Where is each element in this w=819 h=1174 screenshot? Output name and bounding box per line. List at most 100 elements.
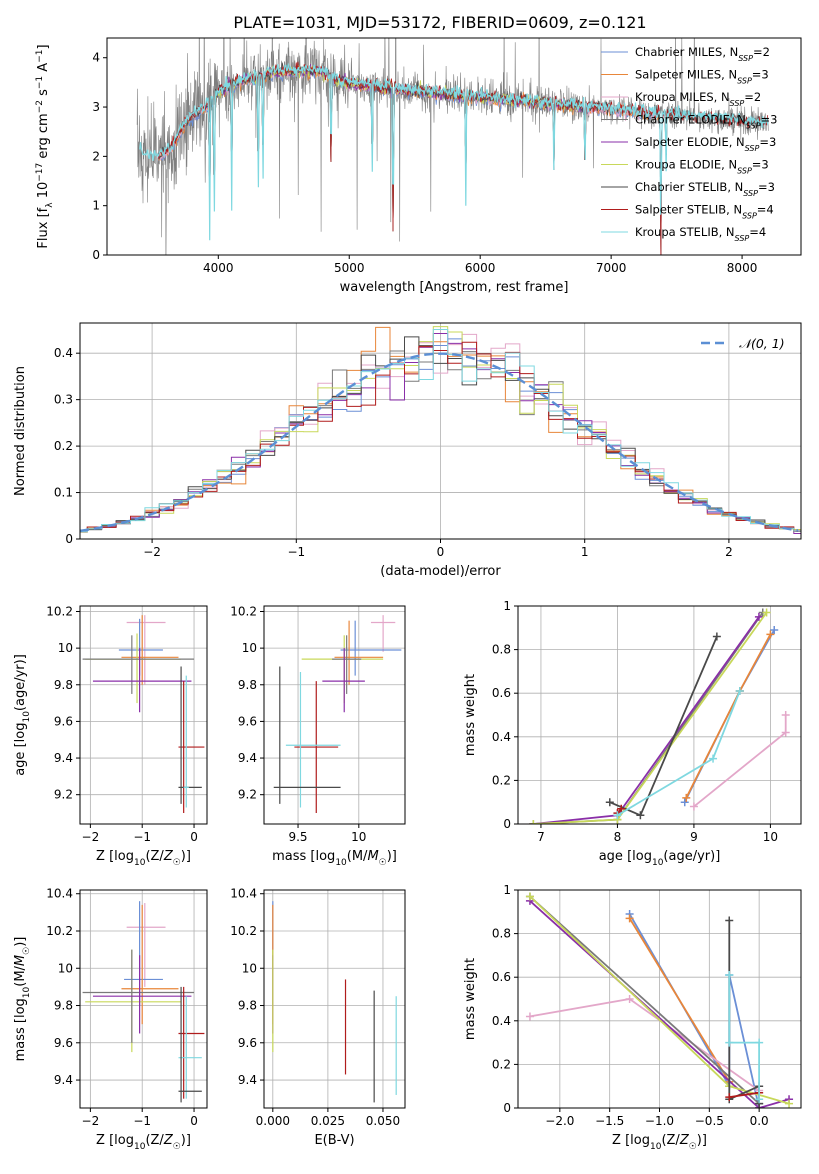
x-axis-label: Z [log10(Z/Z☉)] bbox=[96, 849, 191, 868]
y-tick-label: 9.6 bbox=[238, 714, 257, 728]
y-tick-label: 10.2 bbox=[46, 924, 73, 938]
y-tick-label: 9.4 bbox=[238, 751, 257, 765]
y-tick-label: 0.4 bbox=[54, 346, 73, 360]
y-tick-label: 1 bbox=[503, 599, 511, 613]
legend-entry: Kroupa MILES, NSSP=2 bbox=[635, 90, 761, 108]
y-tick-label: 0.2 bbox=[492, 773, 511, 787]
y-tick-label: 0.6 bbox=[492, 686, 511, 700]
y-axis-label: mass weight bbox=[463, 958, 478, 1040]
weight-marker-kroupa_miles bbox=[689, 802, 698, 811]
plot-area bbox=[525, 892, 794, 1108]
plot-area bbox=[80, 326, 801, 534]
y-tick-label: 0.4 bbox=[492, 1014, 511, 1028]
x-tick-label: −2 bbox=[143, 545, 161, 559]
y-tick-label: 0 bbox=[503, 1101, 511, 1115]
weight-marker-kroupa_stelib bbox=[755, 1095, 764, 1104]
y-tick-label: 9.8 bbox=[54, 999, 73, 1013]
plot-area bbox=[82, 615, 205, 814]
y-tick-label: 4 bbox=[92, 51, 100, 65]
x-tick-label: −1 bbox=[133, 830, 151, 844]
legend-entry: Chabrier STELIB, NSSP=3 bbox=[635, 180, 775, 198]
y-tick-label: 9.8 bbox=[54, 678, 73, 692]
axes-frame bbox=[106, 37, 802, 256]
y-tick-label: 3 bbox=[92, 100, 100, 114]
y-tick-label: 0 bbox=[92, 248, 100, 262]
y-axis-label: Flux [fλ 10−17 erg cm−2 s−1 A−1] bbox=[35, 44, 55, 248]
x-tick-label: 0.000 bbox=[256, 1114, 290, 1128]
panel-age_vs_mass: 9.5 10 9.2 9.4 9.6 9.8 10 10.2 mass [log10(M/M☉)… bbox=[230, 604, 406, 868]
x-tick-label: 9 bbox=[690, 830, 698, 844]
normal-curve-line bbox=[80, 352, 799, 533]
y-tick-label: 10.2 bbox=[46, 604, 73, 618]
legend: Chabrier MILES, NSSP=2 Salpeter MILES, NS… bbox=[601, 45, 777, 243]
y-tick-label: 9.8 bbox=[238, 999, 257, 1013]
y-tick-label: 0 bbox=[503, 817, 511, 831]
y-tick-label: 9.8 bbox=[238, 678, 257, 692]
x-tick-label: −0.5 bbox=[695, 1114, 724, 1128]
x-tick-label: 6000 bbox=[465, 261, 496, 275]
legend-entry: Kroupa ELODIE, NSSP=3 bbox=[635, 158, 769, 176]
weight-marker-kroupa_miles bbox=[525, 1012, 534, 1021]
x-tick-label: 0.0 bbox=[750, 1114, 769, 1128]
axes-frame bbox=[79, 605, 208, 825]
x-axis-label: Z [log10(Z/Z☉)] bbox=[96, 1133, 191, 1152]
x-tick-label: 5000 bbox=[334, 261, 365, 275]
y-axis-label: mass weight bbox=[463, 674, 478, 756]
axes-frame bbox=[79, 889, 208, 1109]
weight-marker-kroupa_miles bbox=[781, 728, 790, 737]
x-tick-label: 10 bbox=[351, 830, 366, 844]
y-tick-label: 0.1 bbox=[54, 486, 73, 500]
x-tick-label: 0 bbox=[437, 545, 445, 559]
model-line-kroupa_stelib bbox=[139, 62, 769, 241]
y-tick-label: 2 bbox=[92, 149, 100, 163]
weight-line-kroupa_stelib bbox=[728, 975, 760, 1100]
weight-marker-chabrier_stelib bbox=[636, 811, 645, 820]
weight-line-salpeter_stelib bbox=[729, 1091, 760, 1098]
weight-marker-chabrier_stelib bbox=[712, 632, 721, 641]
weight-marker-kroupa_elodie bbox=[785, 1099, 794, 1108]
y-tick-label: 0.8 bbox=[492, 643, 511, 657]
weight-marker-chabrier_miles bbox=[680, 798, 689, 807]
x-tick-label: 8000 bbox=[727, 261, 758, 275]
weight-marker-salpeter_elodie bbox=[754, 612, 763, 621]
y-tick-label: 0.8 bbox=[492, 927, 511, 941]
weight-marker-salpeter_stelib bbox=[617, 804, 626, 813]
x-tick-label: 7 bbox=[537, 830, 545, 844]
y-tick-label: 0.2 bbox=[492, 1057, 511, 1071]
legend-entry: Chabrier MILES, NSSP=2 bbox=[635, 45, 770, 63]
legend-entry: Chabrier ELODIE, NSSP=3 bbox=[635, 113, 777, 131]
y-tick-label: 10 bbox=[58, 961, 73, 975]
x-tick-label: 10 bbox=[763, 830, 778, 844]
y-tick-label: 1 bbox=[92, 199, 100, 213]
panel-weight_vs_age: 7 8 9 10 0 0.2 0.4 0.6 0.8 1 age [log10(age/yr)] ma… bbox=[463, 599, 802, 868]
weight-marker-kroupa_stelib bbox=[755, 1038, 764, 1047]
weight-marker-salpeter_miles bbox=[625, 914, 634, 923]
legend-entry: Kroupa STELIB, NSSP=4 bbox=[635, 225, 766, 243]
x-tick-label: 0 bbox=[190, 1114, 198, 1128]
y-tick-label: 10 bbox=[242, 961, 257, 975]
x-axis-label: age [log10(age/yr)] bbox=[599, 849, 721, 868]
weight-marker-kroupa_miles bbox=[625, 995, 634, 1003]
weight-marker-kroupa_miles bbox=[781, 711, 790, 719]
weight-marker-chabrier_stelib bbox=[605, 798, 614, 807]
x-tick-label: 2 bbox=[725, 545, 733, 559]
y-tick-label: 1 bbox=[503, 883, 511, 897]
y-tick-label: 10.2 bbox=[230, 604, 257, 618]
x-tick-label: 0.050 bbox=[366, 1114, 400, 1128]
plot-area bbox=[529, 608, 790, 824]
axes-frame bbox=[263, 889, 406, 1109]
weight-marker-chabrier_miles bbox=[770, 625, 779, 634]
plot-area bbox=[273, 615, 402, 814]
y-tick-label: 9.2 bbox=[238, 788, 257, 802]
panel-age_vs_Z: −2 −1 0 9.2 9.4 9.6 9.8 10 10.2 Z [log10(Z/Z☉)] ag… bbox=[13, 604, 208, 868]
plot-area bbox=[136, 38, 769, 255]
y-tick-label: 10 bbox=[242, 641, 257, 655]
legend-entry: Salpeter ELODIE, NSSP=3 bbox=[635, 135, 776, 153]
weight-marker-salpeter_miles bbox=[682, 793, 691, 802]
weight-marker-kroupa_stelib bbox=[725, 971, 734, 980]
y-tick-label: 0.6 bbox=[492, 970, 511, 984]
x-axis-label: (data-model)/error bbox=[380, 564, 501, 579]
weight-marker-kroupa_stelib bbox=[735, 687, 744, 696]
plot-area bbox=[82, 901, 205, 1103]
y-tick-label: 0.2 bbox=[54, 439, 73, 453]
